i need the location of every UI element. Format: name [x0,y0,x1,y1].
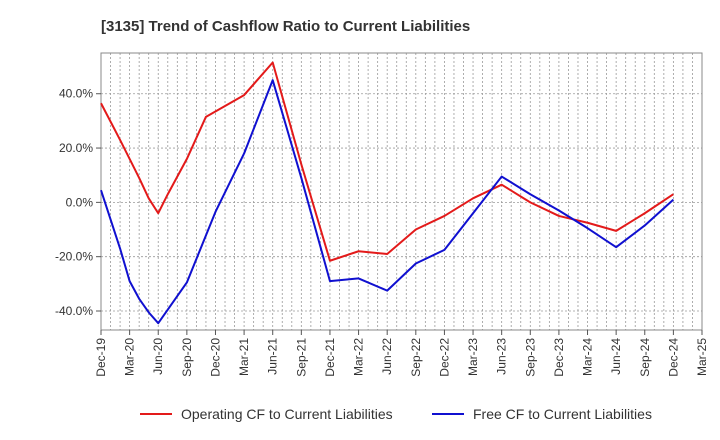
x-tick-label: Sep-22 [409,338,423,377]
x-tick-label: Dec-22 [437,338,451,377]
x-tick-label: Mar-21 [237,338,251,376]
x-tick-label: Sep-20 [180,338,194,377]
x-tick-label: Mar-23 [466,338,480,376]
legend: Operating CF to Current Liabilities Free … [140,406,652,422]
x-tick-label: Sep-23 [523,338,537,377]
y-tick-label: -20.0% [55,250,93,264]
y-tick-label: -40.0% [55,304,93,318]
x-tick-label: Jun-22 [380,338,394,375]
x-tick-label: Dec-20 [208,338,222,377]
y-tick-label: 0.0% [66,195,94,209]
series-line-free-cf [100,79,675,325]
y-tick-label: 20.0% [59,141,93,155]
x-tick-label: Sep-21 [294,338,308,377]
x-tick-label: Dec-19 [94,338,108,377]
x-tick-label: Jun-24 [609,338,623,375]
x-tick-label: Jun-23 [495,338,509,375]
grid [100,53,703,330]
x-tick-label: Mar-24 [581,338,595,376]
x-tick-label: Mar-25 [695,338,709,376]
x-tick-label: Jun-21 [266,338,280,375]
series-group [100,61,675,325]
plot-frame [100,52,703,331]
x-axis: Dec-19 Mar-20 Jun-20 Sep-20 Dec-20 Mar-21 Jun-… [94,330,709,377]
legend-label: Operating CF to Current Liabilities [181,406,393,422]
y-axis: 40.0% 20.0% 0.0% -20.0% -40.0% [55,87,101,318]
x-tick-label: Dec-21 [323,338,337,377]
x-tick-label: Mar-20 [123,338,137,376]
legend-label: Free CF to Current Liabilities [473,406,652,422]
chart-title: [3135] Trend of Cashflow Ratio to Curren… [101,18,470,35]
x-tick-label: Dec-23 [552,338,566,377]
x-tick-label: Dec-24 [666,338,680,377]
y-tick-label: 40.0% [59,87,93,101]
x-tick-label: Mar-22 [352,338,366,376]
x-tick-label: Jun-20 [151,338,165,375]
series-line-operating-cf [100,61,674,262]
x-tick-label: Sep-24 [638,338,652,377]
